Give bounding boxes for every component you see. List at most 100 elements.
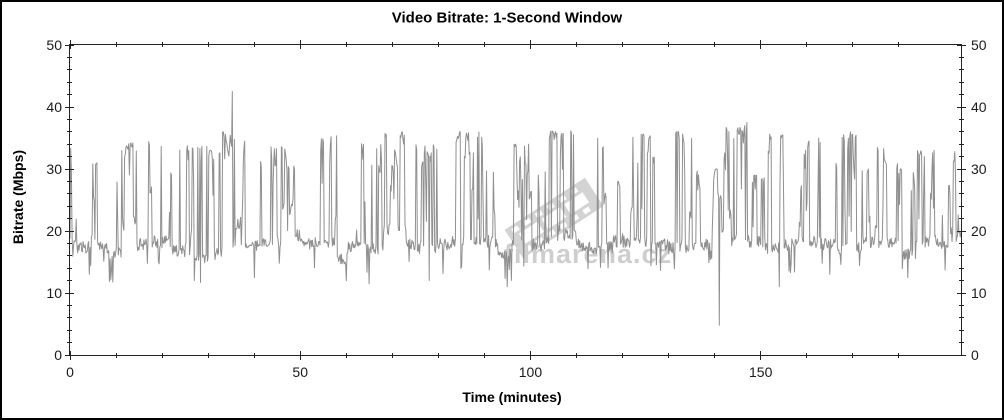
x-minor-tick xyxy=(161,41,163,47)
y-minor-tick xyxy=(66,193,72,195)
y-minor-tick xyxy=(958,317,964,319)
x-minor-tick xyxy=(207,41,209,47)
x-major-tick xyxy=(760,350,762,360)
x-tick-label: 0 xyxy=(66,364,74,380)
y-minor-tick xyxy=(66,242,72,244)
y-tick-label-left: 20 xyxy=(46,223,62,239)
y-major-tick xyxy=(64,230,74,232)
x-minor-tick xyxy=(161,352,163,358)
y-minor-tick xyxy=(66,205,72,207)
y-minor-tick xyxy=(958,94,964,96)
chart-title: Video Bitrate: 1-Second Window xyxy=(391,9,623,27)
x-minor-tick xyxy=(391,352,393,358)
y-tick-label-left: 50 xyxy=(46,37,62,53)
y-tick-label-left: 40 xyxy=(46,99,62,115)
y-minor-tick xyxy=(958,143,964,145)
x-major-tick xyxy=(299,39,301,49)
y-major-tick xyxy=(956,44,966,46)
x-minor-tick xyxy=(668,41,670,47)
x-minor-tick xyxy=(622,352,624,358)
y-major-tick xyxy=(956,230,966,232)
y-minor-tick xyxy=(958,118,964,120)
plot-area: filmarena.cz 0 0 10 10 20 20 30 30 40 40 50 50 0 50 10… xyxy=(46,37,986,380)
y-minor-tick xyxy=(66,69,72,71)
y-tick-label-left: 10 xyxy=(46,285,62,301)
x-major-tick xyxy=(299,350,301,360)
x-major-tick xyxy=(529,350,531,360)
x-minor-tick xyxy=(253,41,255,47)
y-major-tick xyxy=(64,106,74,108)
x-minor-tick xyxy=(898,41,900,47)
y-minor-tick xyxy=(958,81,964,83)
y-minor-tick xyxy=(66,94,72,96)
x-minor-tick xyxy=(668,352,670,358)
x-minor-tick xyxy=(714,41,716,47)
y-major-tick xyxy=(956,168,966,170)
y-minor-tick xyxy=(66,118,72,120)
y-tick-label-right: 0 xyxy=(971,347,979,363)
x-minor-tick xyxy=(852,352,854,358)
x-minor-tick xyxy=(714,352,716,358)
y-minor-tick xyxy=(958,218,964,220)
y-tick-label-left: 30 xyxy=(46,161,62,177)
y-minor-tick xyxy=(66,143,72,145)
y-minor-tick xyxy=(958,329,964,331)
x-major-tick xyxy=(760,39,762,49)
x-minor-tick xyxy=(852,41,854,47)
y-minor-tick xyxy=(66,131,72,133)
y-minor-tick xyxy=(958,242,964,244)
y-tick-label-right: 50 xyxy=(971,37,987,53)
x-minor-tick xyxy=(898,352,900,358)
y-major-tick xyxy=(956,292,966,294)
y-major-tick xyxy=(64,354,74,356)
y-tick-label-right: 30 xyxy=(971,161,987,177)
y-major-tick xyxy=(956,106,966,108)
y-minor-tick xyxy=(958,131,964,133)
y-minor-tick xyxy=(958,255,964,257)
y-minor-tick xyxy=(66,304,72,306)
x-minor-tick xyxy=(345,352,347,358)
y-major-tick xyxy=(64,44,74,46)
y-minor-tick xyxy=(66,81,72,83)
x-minor-tick xyxy=(806,41,808,47)
x-minor-tick xyxy=(622,41,624,47)
x-tick-label: 150 xyxy=(749,364,773,380)
x-minor-tick xyxy=(345,41,347,47)
x-minor-tick xyxy=(576,352,577,358)
y-minor-tick xyxy=(66,280,72,282)
x-minor-tick xyxy=(483,41,485,47)
y-minor-tick xyxy=(958,205,964,207)
x-major-tick xyxy=(69,350,71,360)
x-tick-label: 50 xyxy=(292,364,308,380)
x-minor-tick xyxy=(115,41,117,47)
y-tick-label-left: 0 xyxy=(54,347,62,363)
bitrate-line xyxy=(70,91,961,326)
y-minor-tick xyxy=(958,193,964,195)
y-minor-tick xyxy=(958,304,964,306)
y-minor-tick xyxy=(958,267,964,269)
y-major-tick xyxy=(64,168,74,170)
y-major-tick xyxy=(64,292,74,294)
x-minor-tick xyxy=(437,41,439,47)
x-minor-tick xyxy=(253,352,255,358)
y-minor-tick xyxy=(66,156,72,158)
x-minor-tick xyxy=(437,352,439,358)
y-minor-tick xyxy=(66,317,72,319)
x-minor-tick xyxy=(483,352,485,358)
y-tick-label-right: 10 xyxy=(971,285,987,301)
x-minor-tick xyxy=(115,352,117,358)
x-tick-label: 100 xyxy=(518,364,543,380)
y-minor-tick xyxy=(958,280,964,282)
x-major-tick xyxy=(69,39,71,49)
y-minor-tick xyxy=(66,255,72,257)
y-minor-tick xyxy=(66,267,72,269)
y-minor-tick xyxy=(66,329,72,331)
x-minor-tick xyxy=(576,41,577,47)
y-minor-tick xyxy=(958,56,964,58)
y-minor-tick xyxy=(66,180,72,182)
x-minor-tick xyxy=(806,352,808,358)
x-major-tick xyxy=(529,39,531,49)
y-minor-tick xyxy=(958,69,964,71)
y-minor-tick xyxy=(66,218,72,220)
